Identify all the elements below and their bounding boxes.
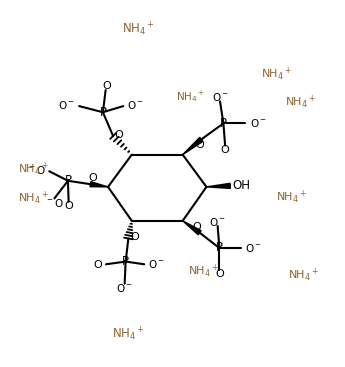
Polygon shape [183, 221, 201, 235]
Text: P: P [216, 241, 223, 254]
Text: O$^-$: O$^-$ [249, 117, 267, 130]
Text: NH$_4$$^+$: NH$_4$$^+$ [285, 94, 315, 111]
Text: NH$_4$$^+$: NH$_4$$^+$ [18, 161, 49, 178]
Text: NH$_4$$^+$: NH$_4$$^+$ [122, 20, 155, 38]
Text: NH$_4$$^+$: NH$_4$$^+$ [112, 326, 145, 343]
Text: O$^-$: O$^-$ [148, 258, 165, 270]
Text: O$^-$: O$^-$ [209, 215, 226, 228]
Text: O: O [89, 173, 97, 183]
Text: O: O [102, 81, 111, 91]
Text: O: O [131, 232, 139, 243]
Polygon shape [90, 182, 108, 187]
Text: P: P [65, 174, 71, 187]
Text: O: O [115, 130, 124, 139]
Text: O: O [93, 259, 102, 270]
Text: P: P [220, 117, 227, 130]
Text: NH$_4$$^+$: NH$_4$$^+$ [276, 189, 307, 206]
Text: O$^-$: O$^-$ [116, 282, 133, 294]
Text: NH$_4$$^+$: NH$_4$$^+$ [288, 267, 319, 284]
Text: O: O [195, 140, 204, 150]
Polygon shape [183, 137, 203, 155]
Text: P: P [99, 106, 106, 119]
Text: O$^-$: O$^-$ [246, 242, 263, 254]
Text: NH$_4$$^+$: NH$_4$$^+$ [18, 190, 49, 207]
Text: NH$_4$$^+$: NH$_4$$^+$ [176, 89, 205, 104]
Text: O$^-$: O$^-$ [211, 91, 228, 103]
Text: OH: OH [233, 179, 251, 192]
Text: $^-$O: $^-$O [45, 197, 64, 209]
Text: O: O [221, 145, 229, 155]
Text: NH$_4$$^+$: NH$_4$$^+$ [188, 263, 219, 280]
Text: O: O [193, 222, 201, 232]
Text: O: O [64, 201, 73, 211]
Text: $^-$O: $^-$O [27, 164, 46, 176]
Text: O: O [215, 269, 224, 280]
Text: P: P [122, 255, 129, 268]
Text: O$^-$: O$^-$ [127, 99, 144, 111]
Text: NH$_4$$^+$: NH$_4$$^+$ [261, 66, 292, 83]
Text: O$^-$: O$^-$ [58, 99, 75, 111]
Polygon shape [206, 184, 230, 188]
